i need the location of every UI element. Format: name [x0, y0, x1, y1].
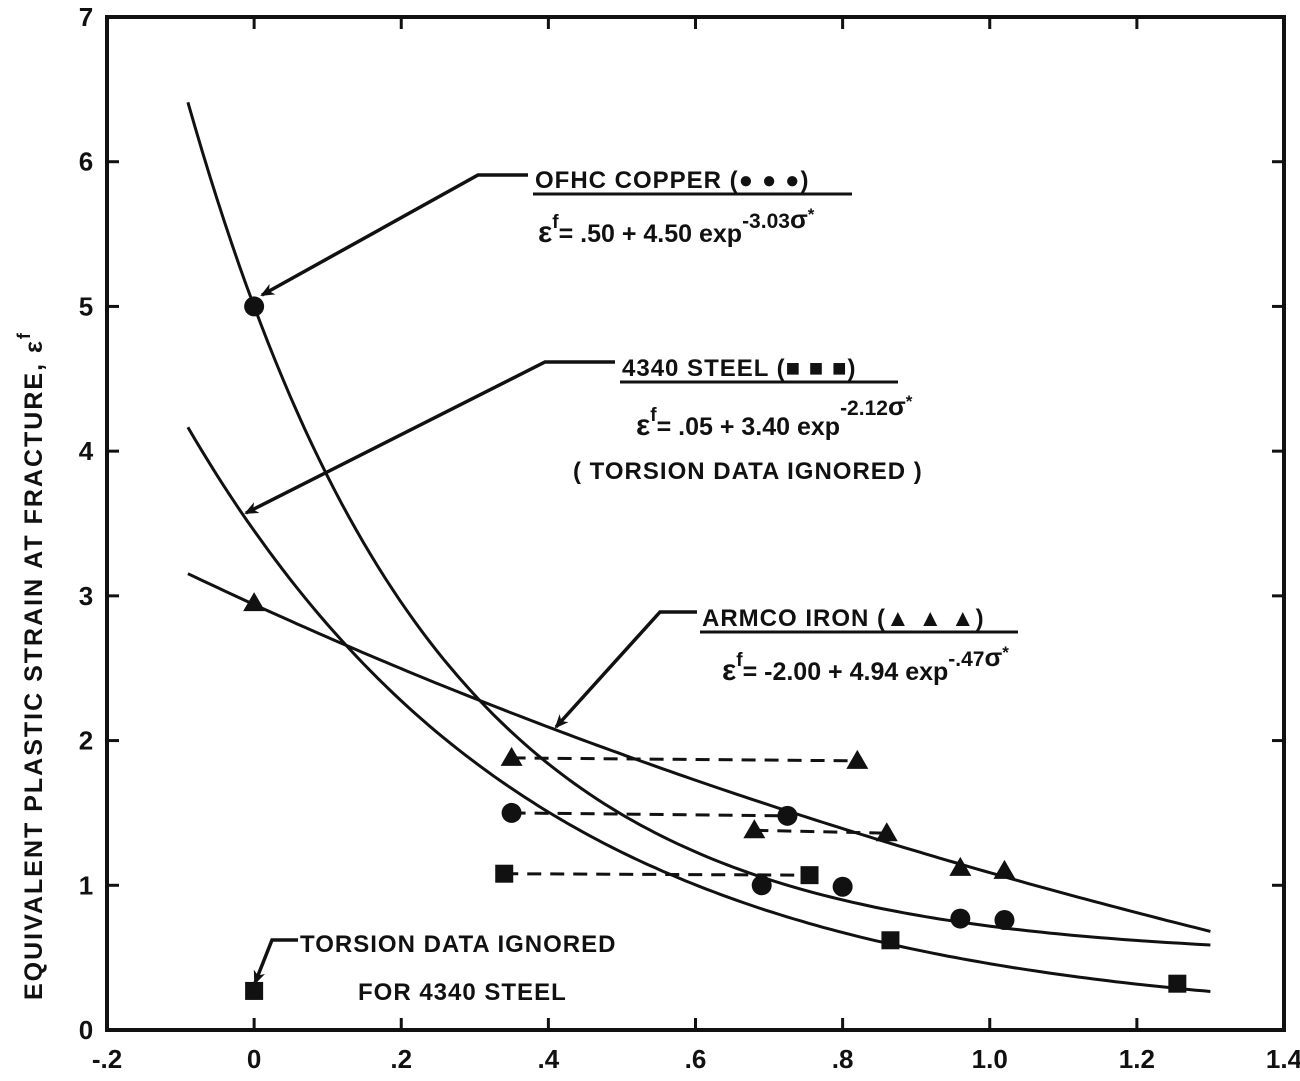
steel-equation: εf= .05 + 3.40 exp-2.12σ*: [636, 391, 913, 442]
copper-title: OFHC COPPER (● ● ●): [535, 167, 810, 194]
dashed-link: [511, 756, 858, 763]
x-tick-label: 1.0: [972, 1044, 1008, 1074]
steel-marker: [881, 931, 900, 950]
y-tick-label: 1: [79, 870, 93, 900]
steel-annotation: 4340 STEEL (■ ■ ■) εf= .05 + 3.40 exp-2.…: [244, 355, 923, 515]
x-tick-label: 0: [247, 1044, 261, 1074]
iron-annotation: ARMCO IRON (▲ ▲ ▲) εf= -2.00 + 4.94 exp-…: [554, 605, 1018, 729]
steel-title: 4340 STEEL (■ ■ ■): [622, 355, 856, 382]
iron-equation: εf= -2.00 + 4.94 exp-.47σ*: [722, 642, 1009, 687]
dashed-link: [504, 872, 810, 877]
torsion-leader-arrow: [253, 938, 298, 985]
copper-marker: [777, 805, 798, 826]
fit-curve: [186, 426, 1211, 993]
torsion-note-line1: TORSION DATA IGNORED: [300, 931, 616, 958]
x-tick-label: 1.2: [1119, 1044, 1155, 1074]
iron-marker: [846, 749, 869, 769]
y-tick-label: 3: [79, 581, 93, 611]
y-tick-label: 4: [79, 436, 94, 466]
y-tick-label: 0: [79, 1015, 93, 1045]
iron-marker: [743, 819, 766, 839]
copper-marker: [244, 296, 265, 317]
y-tick-label: 7: [79, 2, 93, 32]
copper-annotation: OFHC COPPER (● ● ●) εf= .50 + 4.50 exp-3…: [260, 167, 852, 297]
iron-marker: [500, 746, 523, 766]
iron-marker: [949, 856, 972, 876]
copper-marker: [832, 876, 853, 897]
data-markers: [243, 296, 1187, 1000]
x-tick-label: .8: [832, 1044, 854, 1074]
x-tick-label: .4: [538, 1044, 560, 1074]
steel-marker: [245, 981, 264, 1000]
torsion-annotation: TORSION DATA IGNORED FOR 4340 STEEL: [253, 931, 616, 1006]
copper-marker: [501, 802, 522, 823]
fit-curve: [187, 572, 1211, 933]
y-tick-label: 6: [79, 147, 93, 177]
y-tick-label: 2: [79, 726, 93, 756]
copper-marker: [751, 875, 772, 896]
steel-marker: [1168, 974, 1187, 993]
steel-marker: [495, 864, 514, 883]
x-tick-label: -.2: [92, 1044, 122, 1074]
dashed-link: [754, 828, 887, 835]
x-tick-label: .6: [685, 1044, 707, 1074]
iron-marker: [993, 859, 1016, 879]
dashed-links: [504, 756, 887, 877]
iron-marker: [875, 822, 898, 842]
copper-leader-arrow: [260, 173, 528, 297]
x-tick-label: 1.4: [1266, 1044, 1300, 1074]
fit-curves: [186, 101, 1211, 993]
y-axis-label: EQUIVALENT PLASTIC STRAIN AT FRACTURE, ε…: [14, 331, 48, 1000]
iron-leader-arrow: [554, 610, 697, 729]
y-tick-label: 5: [79, 291, 93, 321]
fit-curve: [186, 101, 1211, 947]
axis-ticks: [107, 17, 1284, 1030]
copper-marker: [994, 910, 1015, 931]
iron-title: ARMCO IRON (▲ ▲ ▲): [702, 605, 985, 632]
steel-marker: [800, 866, 819, 885]
x-tick-label: .2: [390, 1044, 412, 1074]
steel-leader-arrow: [244, 360, 615, 515]
copper-equation: εf= .50 + 4.50 exp-3.03σ*: [538, 204, 815, 249]
steel-torsion-note: ( TORSION DATA IGNORED ): [573, 458, 923, 485]
copper-marker: [950, 908, 971, 929]
iron-marker: [243, 592, 266, 612]
torsion-note-line2: FOR 4340 STEEL: [358, 979, 567, 1006]
